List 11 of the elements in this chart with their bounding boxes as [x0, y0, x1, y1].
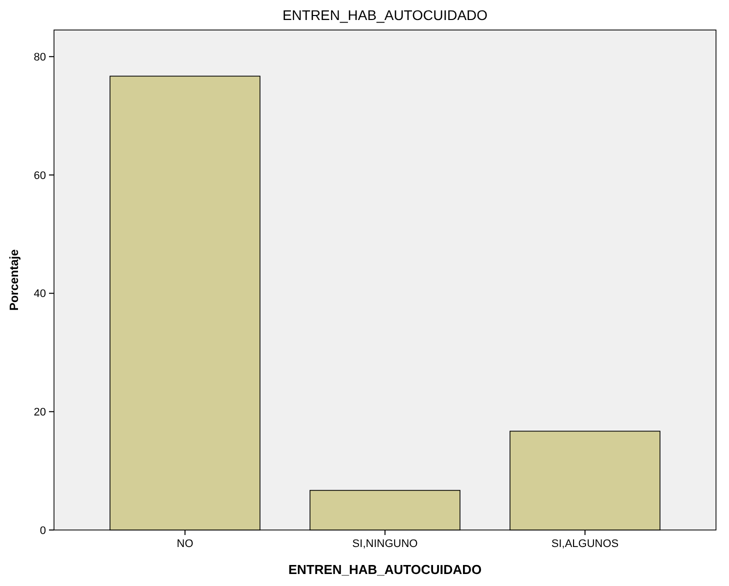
x-tick-label: NO [176, 538, 194, 550]
y-tick-label: 20 [34, 406, 46, 419]
y-tick-label: 60 [34, 170, 46, 182]
chart-title: ENTREN_HAB_AUTOCUIDADO [282, 7, 488, 23]
y-tick-label: 0 [40, 524, 46, 537]
y-axis-title: Porcentaje [7, 248, 21, 311]
y-tick-label: 80 [34, 51, 46, 64]
x-axis-title: ENTREN_HAB_AUTOCUIDADO [288, 562, 482, 577]
y-tick-label: 40 [34, 288, 46, 300]
x-tick-label: SI,NINGUNO [352, 538, 418, 550]
x-tick-label: SI,ALGUNOS [551, 538, 619, 550]
